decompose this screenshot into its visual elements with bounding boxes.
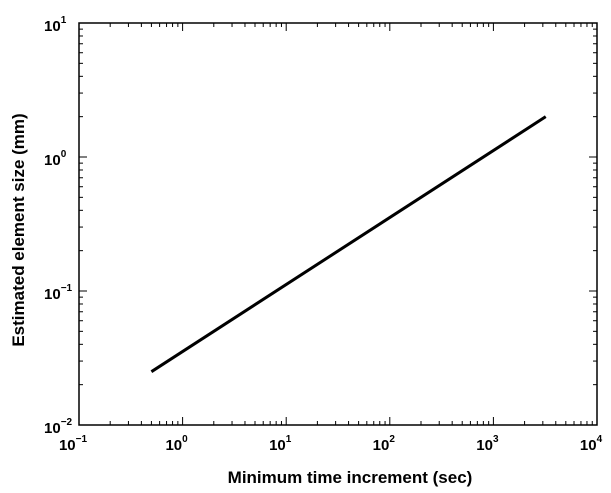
- series-line: [150, 115, 547, 373]
- y-tick-label: 101: [44, 15, 67, 35]
- x-tick-label: 103: [476, 434, 499, 454]
- y-tick-label: 10−2: [44, 417, 73, 437]
- x-tick-label: 100: [165, 434, 188, 454]
- x-tick-label: 10−1: [59, 434, 88, 454]
- x-tick-labels: 10−1 100 101 102 103 104: [59, 434, 603, 454]
- x-axis-title: Minimum time increment (sec): [228, 468, 473, 487]
- y-axis-title: Estimated element size (mm): [9, 113, 28, 346]
- x-tick-label: 104: [580, 434, 603, 454]
- y-tick-labels: 10−2 10−1 100 101: [44, 15, 73, 437]
- x-tick-label: 101: [269, 434, 292, 454]
- ticks: [78, 23, 597, 426]
- plot-line: [150, 115, 547, 373]
- y-tick-label: 100: [44, 149, 67, 169]
- y-tick-label: 10−1: [44, 283, 73, 303]
- x-tick-label: 102: [373, 434, 396, 454]
- plot-frame: [78, 22, 598, 426]
